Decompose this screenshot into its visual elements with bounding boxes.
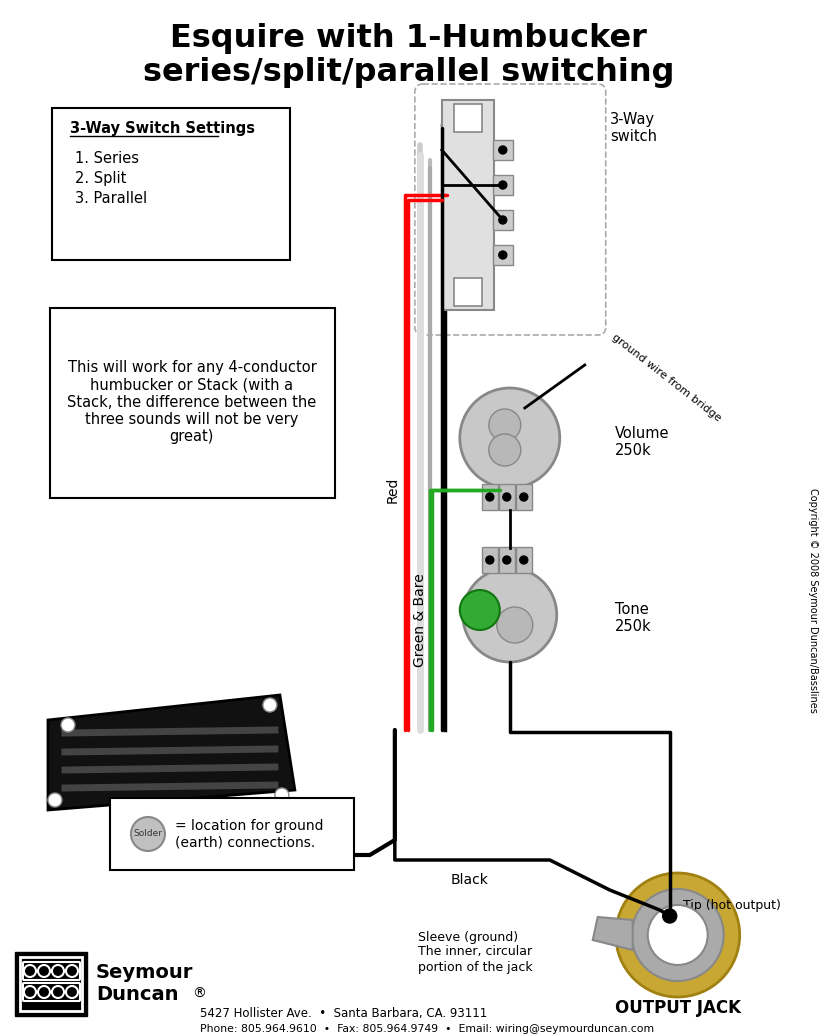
FancyBboxPatch shape (493, 244, 513, 265)
Text: 2. Split: 2. Split (75, 171, 126, 185)
Circle shape (263, 698, 277, 712)
Circle shape (631, 889, 724, 981)
FancyBboxPatch shape (482, 484, 498, 510)
Text: Solder: Solder (501, 621, 528, 630)
Circle shape (499, 251, 507, 259)
Text: Tone
250k: Tone 250k (615, 602, 651, 634)
Circle shape (489, 434, 521, 466)
Text: OUTPUT JACK: OUTPUT JACK (615, 999, 740, 1017)
Circle shape (503, 493, 511, 501)
Circle shape (38, 986, 50, 998)
Text: .05: .05 (471, 603, 488, 613)
Text: Solder: Solder (491, 445, 518, 455)
Circle shape (497, 607, 533, 643)
Text: Duncan: Duncan (96, 984, 179, 1004)
Text: This will work for any 4-conductor
humbucker or Stack (with a
Stack, the differe: This will work for any 4-conductor humbu… (67, 359, 316, 444)
Text: 3. Parallel: 3. Parallel (75, 191, 147, 205)
FancyBboxPatch shape (23, 962, 80, 980)
Text: Solder: Solder (133, 830, 162, 838)
Text: 3-Way Switch Settings: 3-Way Switch Settings (70, 120, 255, 136)
Text: Black: Black (451, 873, 489, 887)
FancyBboxPatch shape (23, 983, 80, 1001)
Text: Phone: 805.964.9610  •  Fax: 805.964.9749  •  Email: wiring@seymourduncan.com: Phone: 805.964.9610 • Fax: 805.964.9749 … (200, 1024, 654, 1034)
Text: Esquire with 1-Humbucker: Esquire with 1-Humbucker (170, 23, 647, 54)
Text: ®: ® (192, 987, 206, 1001)
FancyBboxPatch shape (493, 210, 513, 230)
Circle shape (52, 986, 64, 998)
FancyBboxPatch shape (52, 108, 290, 260)
Text: Seymour: Seymour (96, 962, 193, 981)
FancyBboxPatch shape (499, 484, 515, 510)
Circle shape (61, 718, 75, 732)
Circle shape (131, 817, 165, 851)
Circle shape (503, 556, 511, 564)
Circle shape (486, 556, 494, 564)
Circle shape (486, 493, 494, 501)
Circle shape (499, 181, 507, 189)
FancyBboxPatch shape (50, 308, 335, 498)
Circle shape (459, 589, 500, 630)
Circle shape (275, 788, 289, 802)
Text: Red: Red (386, 477, 400, 503)
Circle shape (616, 873, 740, 997)
Circle shape (499, 146, 507, 154)
Circle shape (48, 793, 62, 807)
Text: Solder: Solder (491, 421, 518, 430)
Circle shape (24, 986, 36, 998)
FancyBboxPatch shape (516, 547, 532, 573)
Circle shape (499, 215, 507, 224)
Circle shape (663, 909, 676, 923)
Circle shape (520, 556, 527, 564)
Circle shape (24, 965, 36, 977)
Text: Tip (hot output): Tip (hot output) (683, 898, 781, 912)
Circle shape (52, 965, 64, 977)
FancyBboxPatch shape (482, 547, 498, 573)
Circle shape (463, 568, 557, 662)
Text: ground wire from bridge: ground wire from bridge (609, 333, 722, 424)
Text: 3-Way
switch: 3-Way switch (609, 112, 657, 144)
FancyBboxPatch shape (499, 547, 515, 573)
Circle shape (66, 986, 78, 998)
Circle shape (489, 409, 521, 441)
Text: 1. Series: 1. Series (75, 150, 139, 166)
Circle shape (459, 388, 559, 488)
FancyBboxPatch shape (454, 278, 482, 306)
Text: Copyright © 2008 Seymour Duncan/Basslines: Copyright © 2008 Seymour Duncan/Bassline… (808, 488, 817, 713)
Text: Sleeve (ground)
The inner, circular
portion of the jack: Sleeve (ground) The inner, circular port… (418, 930, 532, 974)
Text: Green & Bare: Green & Bare (413, 573, 427, 667)
Text: Volume
250k: Volume 250k (615, 426, 669, 458)
FancyBboxPatch shape (516, 484, 532, 510)
FancyBboxPatch shape (441, 100, 494, 310)
FancyBboxPatch shape (493, 140, 513, 160)
Polygon shape (48, 695, 295, 810)
Bar (15, 952, 87, 1016)
Circle shape (66, 965, 78, 977)
FancyBboxPatch shape (454, 104, 482, 132)
Text: = location for ground
(earth) connections.: = location for ground (earth) connection… (175, 818, 324, 850)
Circle shape (38, 965, 50, 977)
Text: 5427 Hollister Ave.  •  Santa Barbara, CA. 93111: 5427 Hollister Ave. • Santa Barbara, CA.… (200, 1007, 487, 1020)
FancyBboxPatch shape (20, 957, 82, 1011)
Polygon shape (593, 917, 633, 950)
FancyBboxPatch shape (493, 175, 513, 195)
Circle shape (648, 905, 708, 965)
Circle shape (520, 493, 527, 501)
Text: series/split/parallel switching: series/split/parallel switching (143, 57, 675, 87)
FancyBboxPatch shape (110, 798, 354, 870)
Text: cap: cap (473, 613, 487, 623)
